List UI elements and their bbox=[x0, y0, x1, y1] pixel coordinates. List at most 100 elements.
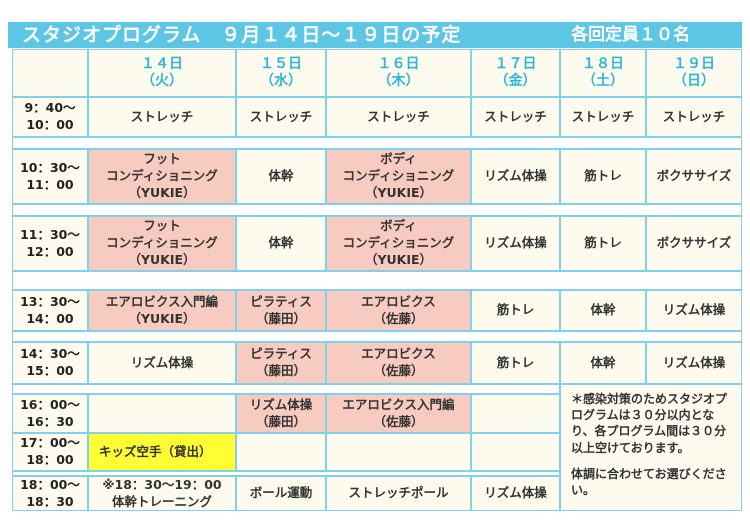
spacer-row bbox=[12, 271, 742, 290]
program-label: エアロビクス bbox=[361, 346, 436, 362]
time-start: 17：00～ bbox=[20, 435, 80, 451]
program-cell: リズム体操 bbox=[471, 149, 560, 204]
day-weekday: （木） bbox=[377, 73, 420, 89]
program-label: エアロビクス入門編 bbox=[342, 396, 455, 412]
program-label: ピラティス bbox=[250, 293, 312, 309]
program-label: リズム体操 bbox=[662, 302, 726, 318]
time-end: 18：30 bbox=[26, 493, 74, 509]
program-label: コンディショニング bbox=[342, 168, 455, 184]
time-slot: 9：40～ 10：00 bbox=[12, 97, 88, 137]
program-cell bbox=[471, 433, 560, 471]
time-end: 12：00 bbox=[26, 243, 74, 259]
instructor-label: （藤田） bbox=[255, 310, 306, 326]
program-cell: リズム体操 bbox=[88, 342, 236, 384]
instructor-label: （YUKIE） bbox=[128, 184, 196, 200]
notice-text: ＊感染対策のためスタジオプログラムは３０分以内となり、各プログラム間は３０分以上… bbox=[571, 392, 728, 455]
spacer-row bbox=[12, 471, 560, 476]
day-date: １８日 bbox=[582, 56, 624, 73]
time-end: 15：00 bbox=[26, 363, 74, 378]
program-label: ストレッチ bbox=[130, 108, 194, 124]
time-end: 10：00 bbox=[26, 117, 74, 132]
time-start: 9：40～ bbox=[24, 100, 76, 116]
spacer-row bbox=[12, 137, 742, 149]
program-label: ボール運動 bbox=[249, 485, 313, 501]
time-start: 16：00～ bbox=[20, 396, 80, 412]
program-cell bbox=[471, 394, 560, 433]
program-label: キッズ空手（貸出） bbox=[99, 443, 212, 459]
program-label: ストレッチ bbox=[484, 108, 547, 124]
day-weekday: （火） bbox=[141, 73, 183, 89]
program-label: ボクササイズ bbox=[656, 235, 732, 251]
program-label: リズム体操 bbox=[484, 235, 547, 251]
capacity-label: 各回定員１０名 bbox=[571, 25, 690, 45]
program-cell: ボディ コンディショニング （YUKIE） bbox=[326, 149, 471, 204]
time-end: 14：00 bbox=[26, 310, 74, 326]
time-slot: 16：00～ 16：30 bbox=[12, 394, 88, 433]
day-weekday: （金） bbox=[494, 73, 537, 89]
program-label: リズム体操 bbox=[130, 354, 194, 370]
program-label: リズム体操 bbox=[484, 485, 547, 501]
time-start: 18：00～ bbox=[20, 476, 80, 492]
instructor-label: （YUKIE） bbox=[128, 310, 196, 326]
program-cell: 筋トレ bbox=[560, 216, 646, 271]
instructor-label: （YUKIE） bbox=[364, 184, 433, 200]
time-slot: 11：30～ 12：00 bbox=[12, 216, 88, 271]
time-start: 13：30～ bbox=[20, 293, 80, 309]
day-header: １４日 （火） bbox=[88, 49, 236, 97]
day-header: １６日 （木） bbox=[326, 49, 471, 97]
program-cell: ボクササイズ bbox=[646, 149, 742, 204]
program-label: 体幹トレーニング bbox=[111, 493, 212, 509]
program-cell: ストレッチ bbox=[560, 97, 646, 137]
instructor-label: （佐藤） bbox=[373, 413, 424, 429]
day-header: １７日 （金） bbox=[471, 49, 560, 97]
time-start: 11：30～ bbox=[20, 226, 80, 242]
program-cell: 体幹 bbox=[236, 216, 326, 271]
instructor-label: （YUKIE） bbox=[128, 251, 196, 267]
program-cell: リズム体操 bbox=[646, 290, 742, 331]
program-label: 体幹 bbox=[268, 168, 294, 184]
program-cell: リズム体操 bbox=[471, 216, 560, 271]
instructor-label: （藤田） bbox=[255, 363, 306, 378]
program-cell: ストレッチ bbox=[88, 97, 236, 137]
program-cell: ストレッチ bbox=[471, 97, 560, 137]
instructor-label: （佐藤） bbox=[373, 310, 424, 326]
program-cell: ストレッチ bbox=[326, 97, 471, 137]
day-weekday: （日） bbox=[673, 73, 715, 89]
time-slot: 14：30～ 15：00 bbox=[12, 342, 88, 384]
program-cell: エアロビクス （佐藤） bbox=[326, 290, 471, 331]
program-label: 体幹 bbox=[590, 354, 616, 370]
program-label: リズム体操 bbox=[249, 396, 313, 412]
program-label: フット bbox=[143, 218, 181, 234]
instructor-label: （YUKIE） bbox=[364, 251, 433, 267]
program-label: エアロビクス bbox=[361, 293, 436, 309]
program-label: 筋トレ bbox=[584, 235, 622, 251]
time-end: 11：00 bbox=[26, 176, 74, 192]
program-cell: キッズ空手（貸出） bbox=[88, 433, 236, 471]
program-cell: ピラティス （藤田） bbox=[236, 342, 326, 384]
program-label: ストレッチ bbox=[571, 108, 635, 124]
program-label: ボディ bbox=[380, 218, 417, 234]
program-note: ※18：30～19：00 bbox=[102, 476, 222, 492]
time-start: 10：30～ bbox=[20, 159, 80, 175]
program-label: フット bbox=[143, 151, 181, 167]
program-label: ボディ bbox=[380, 151, 417, 167]
program-cell bbox=[236, 433, 326, 471]
program-cell: ストレッチ bbox=[646, 97, 742, 137]
program-cell bbox=[88, 394, 236, 433]
program-cell: エアロビクス （佐藤） bbox=[326, 342, 471, 384]
program-cell: ストレッチポール bbox=[326, 476, 471, 511]
day-date: １４日 bbox=[141, 56, 183, 73]
program-cell: フット コンディショニング （YUKIE） bbox=[88, 216, 236, 271]
program-cell: 体幹 bbox=[560, 290, 646, 331]
day-date: １６日 bbox=[377, 56, 420, 73]
day-header: １５日 （水） bbox=[236, 49, 326, 97]
program-label: コンディショニング bbox=[342, 235, 455, 251]
program-cell: 筋トレ bbox=[471, 342, 560, 384]
program-cell: ピラティス （藤田） bbox=[236, 290, 326, 331]
spacer-row bbox=[12, 384, 560, 394]
program-cell: ボール運動 bbox=[236, 476, 326, 511]
program-label: ストレッチ bbox=[367, 108, 430, 124]
spacer-row bbox=[12, 331, 742, 342]
program-label: ピラティス bbox=[250, 346, 312, 362]
program-label: ストレッチ bbox=[662, 108, 726, 124]
